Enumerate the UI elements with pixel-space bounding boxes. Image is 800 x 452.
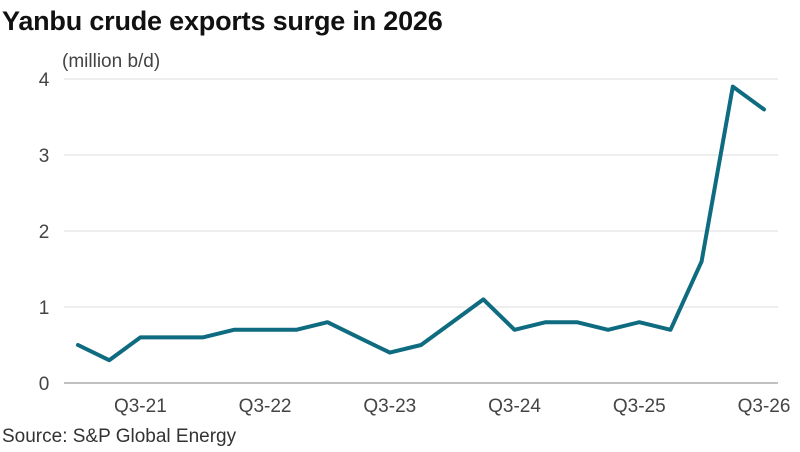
x-tick-label: Q3-24 xyxy=(488,396,541,417)
y-tick-label: 4 xyxy=(39,70,50,91)
x-axis-ticks: Q3-21 Q3-22 Q3-23 Q3-24 Q3-25 Q3-26 xyxy=(114,396,790,417)
x-tick-label: Q3-26 xyxy=(738,396,791,417)
chart-title: Yanbu crude exports surge in 2026 xyxy=(2,6,443,36)
source-note: Source: S&P Global Energy xyxy=(2,426,237,447)
y-tick-label: 2 xyxy=(39,222,50,243)
series-line xyxy=(76,84,766,363)
y-axis-ticks: 0 1 2 3 4 xyxy=(39,70,50,395)
x-tick-label: Q3-25 xyxy=(613,396,666,417)
x-tick-label: Q3-21 xyxy=(114,396,167,417)
x-tick-label: Q3-22 xyxy=(239,396,292,417)
y-tick-label: 0 xyxy=(39,374,50,395)
x-tick-label: Q3-23 xyxy=(363,396,416,417)
y-tick-label: 1 xyxy=(39,298,50,319)
y-axis-label: (million b/d) xyxy=(62,51,160,72)
gridlines xyxy=(64,78,778,384)
series-lines xyxy=(76,84,766,363)
y-tick-label: 3 xyxy=(39,146,50,167)
